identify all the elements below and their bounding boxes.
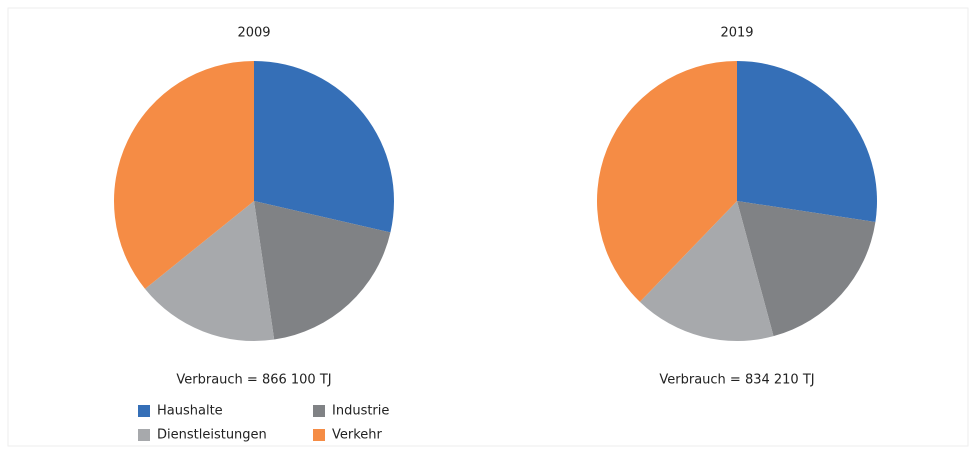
pie-slice xyxy=(737,61,877,223)
legend-swatch xyxy=(138,405,150,417)
legend-swatch xyxy=(313,429,325,441)
chart-title: 2019 xyxy=(720,26,753,41)
legend-swatch xyxy=(313,405,325,417)
pie-slice xyxy=(737,201,876,337)
legend-label: Industrie xyxy=(332,404,389,419)
pie-slice xyxy=(145,201,275,341)
pie-slice xyxy=(639,201,774,341)
chart-note: Verbrauch = 834 210 TJ xyxy=(659,373,814,388)
legend-swatch xyxy=(138,429,150,441)
pie-slice xyxy=(597,60,737,302)
legend-label: Verkehr xyxy=(332,428,383,443)
chart-note: Verbrauch = 866 100 TJ xyxy=(176,373,331,388)
legend-label: Haushalte xyxy=(157,404,223,419)
legend-label: Dienstleistungen xyxy=(157,428,267,443)
pie-slice xyxy=(254,61,395,233)
pie-slice xyxy=(113,60,255,289)
pie-slice xyxy=(254,201,391,340)
chart-title: 2009 xyxy=(237,26,270,41)
